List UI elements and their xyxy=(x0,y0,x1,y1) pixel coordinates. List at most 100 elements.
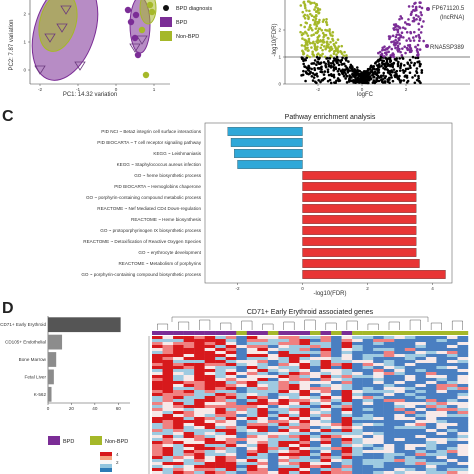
heatmap-cell xyxy=(152,450,163,454)
heatmap-cell xyxy=(415,363,427,367)
heatmap-cell xyxy=(310,372,321,376)
heatmap-cell xyxy=(331,453,342,457)
heatmap-cell xyxy=(373,459,384,463)
heatmap-cell xyxy=(236,468,247,472)
heatmap-cell xyxy=(331,354,342,358)
heatmap-cell xyxy=(288,339,300,343)
heatmap-cell xyxy=(288,387,300,391)
heatmap-cell xyxy=(415,450,427,454)
heatmap-cell xyxy=(299,444,311,448)
heatmap-cell xyxy=(194,387,205,391)
volcano-point xyxy=(318,56,321,60)
heatmap-cell xyxy=(341,441,353,445)
heatmap-cell xyxy=(299,351,311,355)
volcano-point xyxy=(408,43,412,47)
volcano-point xyxy=(416,50,420,54)
heatmap-legend-swatch xyxy=(48,436,60,445)
volcano-point xyxy=(418,5,422,8)
heatmap-cell xyxy=(152,432,163,436)
heatmap-cell xyxy=(299,390,311,394)
heatmap-cell xyxy=(373,369,384,373)
volcano-point xyxy=(325,41,329,45)
heatmap-cell xyxy=(394,387,405,391)
heatmap-cell xyxy=(246,471,258,474)
volcano-point xyxy=(394,24,397,28)
heatmap-cell xyxy=(320,414,332,418)
volcano-point xyxy=(409,66,412,70)
volcano-point xyxy=(310,75,314,78)
heatmap-cell xyxy=(362,444,374,448)
volcano-point xyxy=(301,56,304,60)
volcano-point xyxy=(412,36,415,39)
heatmap-cell xyxy=(162,426,174,430)
heatmap-cell xyxy=(446,396,458,400)
volcano-point xyxy=(396,44,400,48)
heatmap-cell xyxy=(278,423,290,427)
heatmap-cell xyxy=(204,372,216,376)
volcano-point xyxy=(399,81,402,84)
heatmap-cell xyxy=(362,390,374,394)
heatmap-cell xyxy=(236,396,247,400)
heatmap-cell xyxy=(194,426,205,430)
heatmap-cell xyxy=(299,393,311,397)
volcano-point xyxy=(383,80,387,83)
heatmap-cell xyxy=(267,453,279,457)
heatmap-group-cell xyxy=(415,331,427,335)
volcano-point xyxy=(364,75,368,79)
pathway-category-label: PID BIOCARTA ~ T cell receptor signaling… xyxy=(97,140,201,145)
heatmap-cell xyxy=(162,393,174,397)
heatmap-cell xyxy=(183,378,195,382)
heatmap-cell xyxy=(341,444,353,448)
heatmap-cell xyxy=(257,468,269,472)
heatmap-cell xyxy=(257,438,269,442)
volcano-point xyxy=(366,78,370,82)
volcano-point xyxy=(408,45,412,49)
heatmap-cell xyxy=(173,384,184,388)
heatmap-cell xyxy=(246,345,258,349)
heatmap-cell xyxy=(320,426,332,430)
heatmap-cell xyxy=(394,429,405,433)
heatmap-cell xyxy=(331,366,342,370)
volcano-point xyxy=(320,70,324,74)
heatmap-cell xyxy=(162,405,174,409)
heatmap-cell xyxy=(404,381,416,385)
volcano-point xyxy=(341,72,345,76)
heatmap-cell xyxy=(352,342,363,346)
volcano-point xyxy=(348,69,352,72)
heatmap-cell xyxy=(278,429,290,433)
celltype-label: CD105+ Endothelial xyxy=(5,340,46,345)
heatmap-cell xyxy=(215,399,226,403)
heatmap-cell xyxy=(425,429,437,433)
heatmap-cell xyxy=(352,354,363,358)
heatmap-cell xyxy=(152,393,163,397)
heatmap-cell xyxy=(173,375,184,379)
volcano-point xyxy=(386,62,390,66)
heatmap-cell xyxy=(267,468,279,472)
volcano-point xyxy=(316,61,320,64)
heatmap-cell xyxy=(383,354,395,358)
volcano-annotation-lncrna: (lncRNA) xyxy=(440,15,464,21)
volcano-point xyxy=(353,74,356,77)
heatmap-cell xyxy=(404,366,416,370)
volcano-point xyxy=(299,30,302,34)
heatmap-cell xyxy=(341,432,353,436)
volcano-point xyxy=(382,55,386,58)
heatmap-cell xyxy=(288,390,300,394)
heatmap-cell xyxy=(320,411,332,415)
heatmap-cell xyxy=(225,378,237,382)
heatmap-cell xyxy=(331,429,342,433)
volcano-point xyxy=(375,64,379,67)
volcano-point xyxy=(308,41,312,45)
heatmap-cell xyxy=(425,420,437,424)
heatmap-cell xyxy=(425,354,437,358)
heatmap-group-cell xyxy=(362,331,374,335)
heatmap-cell xyxy=(425,414,437,418)
heatmap-cell xyxy=(278,390,290,394)
heatmap-cell xyxy=(404,471,416,474)
heatmap-cell xyxy=(173,387,184,391)
heatmap-cell xyxy=(299,426,311,430)
heatmap-cell xyxy=(215,435,226,439)
volcano-point xyxy=(385,68,389,71)
heatmap-cell xyxy=(383,432,395,436)
volcano-point xyxy=(321,78,325,82)
